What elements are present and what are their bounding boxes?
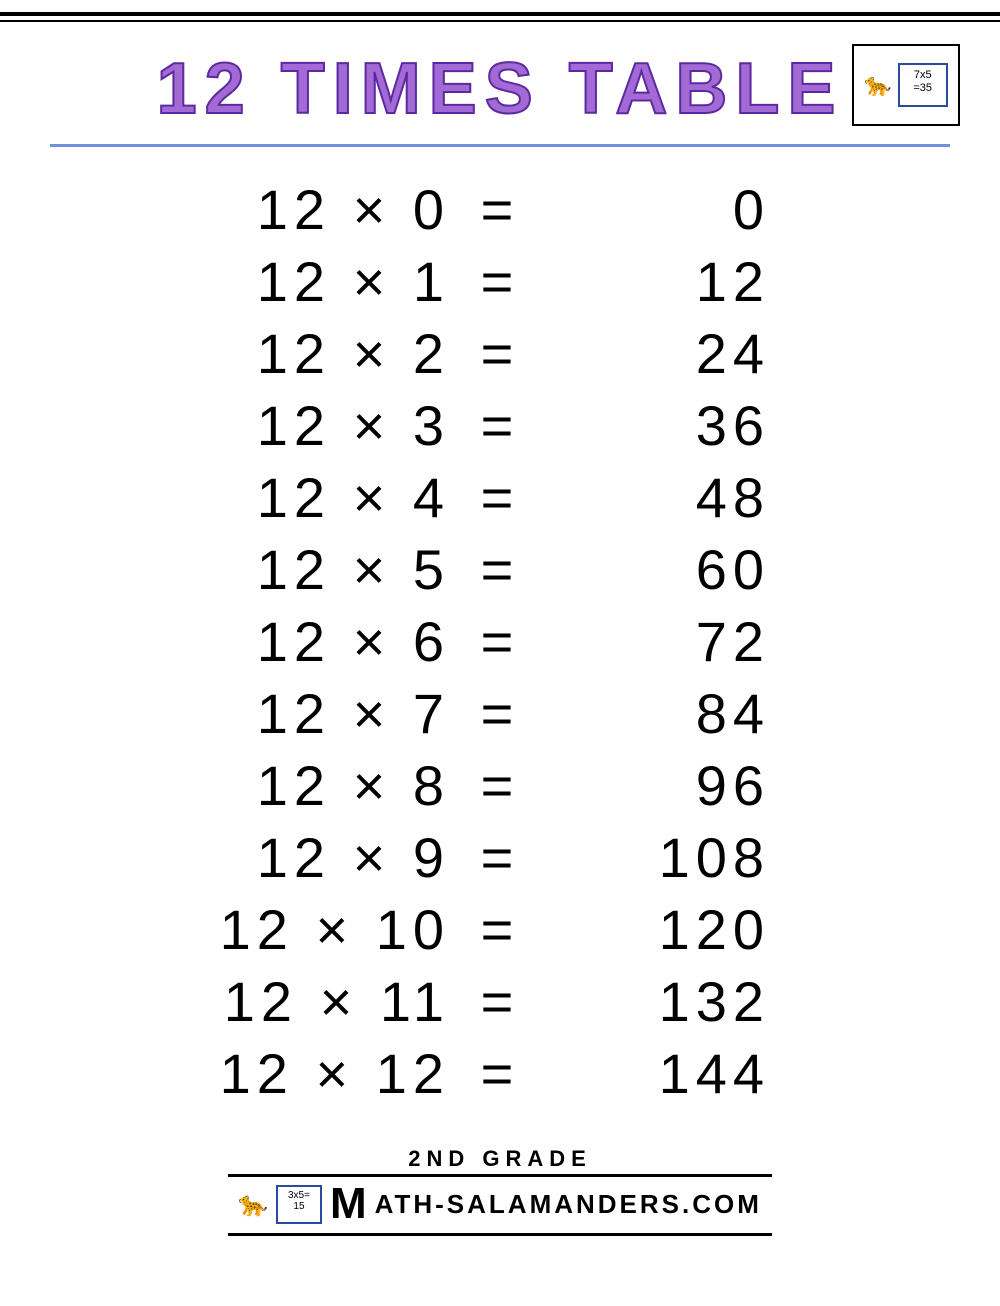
result: 72 (550, 607, 770, 677)
result: 132 (550, 967, 770, 1037)
lhs: 12 × 12 (110, 1039, 450, 1109)
lhs: 12 × 10 (110, 895, 450, 965)
equals-sign: = (450, 535, 550, 605)
header-underline (50, 144, 950, 147)
result: 0 (550, 175, 770, 245)
table-row: 12 × 8=96 (110, 751, 890, 821)
lhs: 12 × 6 (110, 607, 450, 677)
page-title: 12 TIMES TABLE (157, 48, 844, 130)
equals-sign: = (450, 247, 550, 317)
result: 96 (550, 751, 770, 821)
mini-whiteboard-icon: 7x5 =35 (898, 63, 948, 107)
table-row: 12 × 4=48 (110, 463, 890, 533)
equals-sign: = (450, 607, 550, 677)
mini-whiteboard-icon: 3x5= 15 (276, 1185, 322, 1224)
table-row: 12 × 5=60 (110, 535, 890, 605)
mini-board-line2: =35 (900, 82, 946, 95)
equals-sign: = (450, 175, 550, 245)
lhs: 12 × 4 (110, 463, 450, 533)
equals-sign: = (450, 967, 550, 1037)
table-row: 12 × 0=0 (110, 175, 890, 245)
table-row: 12 × 6=72 (110, 607, 890, 677)
equals-sign: = (450, 751, 550, 821)
equals-sign: = (450, 895, 550, 965)
footer-board-line2: 15 (278, 1201, 320, 1212)
result: 84 (550, 679, 770, 749)
table-row: 12 × 9=108 (110, 823, 890, 893)
result: 36 (550, 391, 770, 461)
brand-text: ATH-SALAMANDERS.COM (375, 1189, 762, 1220)
salamander-icon: 🐆 (238, 1190, 268, 1219)
table-row: 12 × 7=84 (110, 679, 890, 749)
equals-sign: = (450, 319, 550, 389)
grade-label: 2ND GRADE (0, 1146, 1000, 1172)
table-row: 12 × 12=144 (110, 1039, 890, 1109)
table-row: 12 × 2=24 (110, 319, 890, 389)
result: 108 (550, 823, 770, 893)
lhs: 12 × 9 (110, 823, 450, 893)
result: 60 (550, 535, 770, 605)
header-logo: 🐆 7x5 =35 (852, 44, 960, 126)
result: 120 (550, 895, 770, 965)
lhs: 12 × 7 (110, 679, 450, 749)
table-row: 12 × 10=120 (110, 895, 890, 965)
table-row: 12 × 3=36 (110, 391, 890, 461)
header: 12 TIMES TABLE 🐆 7x5 =35 (0, 22, 1000, 144)
brand-initial: M (330, 1179, 367, 1229)
result: 12 (550, 247, 770, 317)
footer-board-line1: 3x5= (278, 1190, 320, 1201)
lhs: 12 × 8 (110, 751, 450, 821)
salamander-icon: 🐆 (864, 72, 891, 98)
equals-sign: = (450, 463, 550, 533)
lhs: 12 × 11 (110, 967, 450, 1037)
lhs: 12 × 1 (110, 247, 450, 317)
result: 24 (550, 319, 770, 389)
table-row: 12 × 11=132 (110, 967, 890, 1037)
lhs: 12 × 0 (110, 175, 450, 245)
mini-board-line1: 7x5 (900, 69, 946, 82)
equals-sign: = (450, 823, 550, 893)
result: 144 (550, 1039, 770, 1109)
footer: 2ND GRADE 🐆 3x5= 15 M ATH-SALAMANDERS.CO… (0, 1146, 1000, 1236)
equals-sign: = (450, 1039, 550, 1109)
brand-row: 🐆 3x5= 15 M ATH-SALAMANDERS.COM (228, 1174, 772, 1236)
times-table: 12 × 0=012 × 1=1212 × 2=2412 × 3=3612 × … (110, 175, 890, 1109)
equals-sign: = (450, 679, 550, 749)
result: 48 (550, 463, 770, 533)
lhs: 12 × 2 (110, 319, 450, 389)
table-row: 12 × 1=12 (110, 247, 890, 317)
lhs: 12 × 5 (110, 535, 450, 605)
equals-sign: = (450, 391, 550, 461)
top-double-rule (0, 12, 1000, 22)
lhs: 12 × 3 (110, 391, 450, 461)
